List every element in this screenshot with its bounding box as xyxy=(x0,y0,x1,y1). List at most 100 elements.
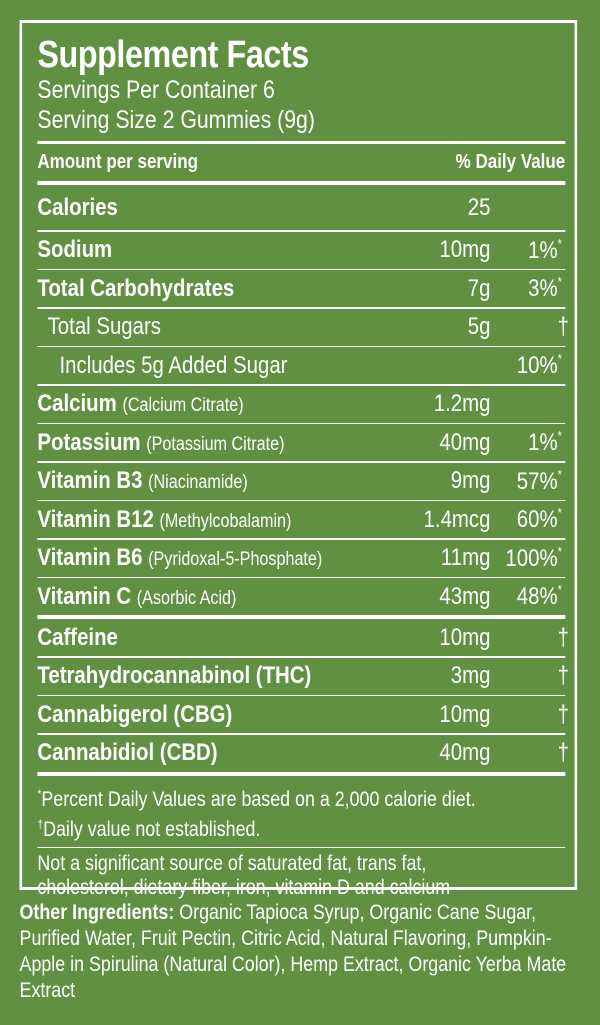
nutrient-name: Calories xyxy=(37,194,380,222)
divider xyxy=(37,694,566,696)
nutrient-daily-value: 57%* xyxy=(490,467,565,496)
nutrient-source: (Niacinamide) xyxy=(148,472,248,493)
asterisk-mark: * xyxy=(557,428,562,443)
not-significant-note: Not a significant source of saturated fa… xyxy=(37,851,451,899)
nutrient-source: (Potassium Citrate) xyxy=(146,433,285,455)
nutrient-source: (Methylcobalamin) xyxy=(159,510,292,532)
nutrient-daily-value xyxy=(490,194,565,222)
footnotes: *Percent Daily Values are based on a 2,0… xyxy=(37,776,565,847)
divider xyxy=(37,538,566,540)
daily-value-percent: 1% xyxy=(528,236,558,264)
other-ingredients: Other Ingredients: Organic Tapioca Syrup… xyxy=(20,900,590,1004)
divider xyxy=(37,771,566,776)
nutrient-name: Calcium (Calcium Citrate) xyxy=(37,390,380,418)
nutrient-amount: 25 xyxy=(467,193,491,221)
nutrient-daily-value: 1%* xyxy=(490,428,565,457)
nutrient-source: (Asorbic Acid) xyxy=(136,587,237,609)
nutrient-name: Vitamin C (Asorbic Acid) xyxy=(37,583,380,611)
nutrient-row: Potassium (Potassium Citrate) 40mg 1%* xyxy=(37,424,565,461)
nutrient-amount: 7g xyxy=(467,274,491,302)
nutrient-amount: 3mg xyxy=(450,662,491,689)
nutrient-daily-value: † xyxy=(490,662,569,690)
daily-value-percent: 60% xyxy=(516,506,558,533)
divider xyxy=(37,576,566,578)
nutrient-label: Caffeine xyxy=(37,623,118,651)
daily-value-percent: 10% xyxy=(516,352,558,379)
nutrient-amount: 40mg xyxy=(439,428,491,456)
nutrient-row: Caffeine 10mg † xyxy=(37,619,569,656)
serving-size: Serving Size 2 Gummies (9g) xyxy=(37,106,315,134)
nutrient-daily-value: † xyxy=(490,623,569,652)
panel-title: Supplement Facts xyxy=(37,34,309,76)
asterisk-mark: * xyxy=(557,351,562,366)
nutrient-name: Total Sugars xyxy=(37,313,380,341)
nutrient-source: (Calcium Citrate) xyxy=(122,395,244,416)
divider xyxy=(37,846,566,848)
divider xyxy=(37,461,566,463)
footnote-percent: *Percent Daily Values are based on a 2,0… xyxy=(37,786,476,811)
nutrient-table: Calories 25 Sodium 10mg 1%* Total Carbohydrat… xyxy=(37,185,569,772)
nutrient-amount: 1.2mg xyxy=(433,390,491,417)
nutrient-daily-value: 60%* xyxy=(490,505,565,534)
nutrient-label: Calcium xyxy=(37,390,117,417)
nutrient-name: Tetrahydrocannabinol (THC) xyxy=(37,662,380,690)
nutrient-label: Total Sugars xyxy=(47,313,161,340)
divider xyxy=(37,141,566,144)
nutrient-row: Vitamin C (Asorbic Acid) 43mg 48%* xyxy=(37,578,565,615)
nutrient-label: Vitamin B12 xyxy=(37,505,154,533)
footnote-dagger: †Daily value not established. xyxy=(37,816,261,841)
nutrient-name: Total Carbohydrates xyxy=(37,275,380,303)
nutrient-source: (Pyridoxal-5-Phosphate) xyxy=(148,549,323,570)
nutrient-daily-value xyxy=(490,390,565,418)
nutrient-name: Cannabidiol (CBD) xyxy=(37,739,380,767)
nutrient-label: Total Carbohydrates xyxy=(37,274,235,302)
nutrient-name: Includes 5g Added Sugar xyxy=(37,352,380,380)
nutrient-amount: 40mg xyxy=(439,739,491,766)
divider xyxy=(37,733,566,735)
nutrient-amount: 11mg xyxy=(440,544,491,571)
asterisk-mark: * xyxy=(557,274,562,289)
nutrient-daily-value: 10%* xyxy=(490,351,565,380)
nutrient-amount: 9mg xyxy=(450,467,491,494)
nutrient-row: Total Sugars 5g † xyxy=(37,309,569,346)
divider xyxy=(37,307,566,309)
nutrient-daily-value: † xyxy=(490,313,569,341)
asterisk-mark: * xyxy=(557,505,562,520)
nutrient-name: Potassium (Potassium Citrate) xyxy=(37,429,380,457)
nutrient-row: Cannabigerol (CBG) 10mg † xyxy=(37,696,569,733)
dagger-mark: † xyxy=(557,623,569,651)
nutrient-row: Calories 25 xyxy=(37,185,565,230)
nutrient-amount: 1.4mcg xyxy=(423,505,491,533)
other-ingredients-label: Other Ingredients: xyxy=(19,901,175,924)
daily-value-percent: 100% xyxy=(505,544,558,572)
nutrient-label: Calories xyxy=(37,193,118,221)
nutrient-label: Includes 5g Added Sugar xyxy=(59,351,288,379)
nutrient-amount: 10mg xyxy=(439,623,491,651)
nutrient-name: Vitamin B3 (Niacinamide) xyxy=(37,467,380,495)
nutrient-daily-value: 1%* xyxy=(490,236,565,265)
nutrient-amount: 43mg xyxy=(439,582,491,610)
divider xyxy=(37,230,566,232)
nutrient-row: Includes 5g Added Sugar 10%* xyxy=(37,347,565,384)
servings-per-container: Servings Per Container 6 xyxy=(37,76,275,104)
nutrient-daily-value: † xyxy=(490,739,569,767)
nutrient-label: Tetrahydrocannabinol (THC) xyxy=(37,662,312,689)
daily-value-percent: 48% xyxy=(516,583,558,610)
divider xyxy=(37,345,566,347)
asterisk-mark: * xyxy=(557,543,562,559)
nutrient-row: Sodium 10mg 1%* xyxy=(37,232,565,269)
nutrient-daily-value: 48%* xyxy=(490,582,565,611)
nutrient-amount: 10mg xyxy=(439,700,491,728)
nutrient-label: Sodium xyxy=(37,236,113,263)
nutrient-label: Vitamin B3 xyxy=(37,467,143,494)
other-ingredients-text: Organic Tapioca Syrup, Organic Cane Suga… xyxy=(19,901,567,1002)
nutrient-label: Vitamin C xyxy=(37,582,132,610)
dagger-mark: † xyxy=(557,739,569,766)
nutrient-row: Calcium (Calcium Citrate) 1.2mg xyxy=(37,386,565,423)
column-header: Amount per serving % Daily Value xyxy=(37,144,565,181)
nutrient-name: Vitamin B12 (Methylcobalamin) xyxy=(37,506,380,534)
nutrient-name: Sodium xyxy=(37,236,380,264)
divider xyxy=(37,499,566,501)
nutrient-row: Tetrahydrocannabinol (THC) 3mg † xyxy=(37,658,569,695)
